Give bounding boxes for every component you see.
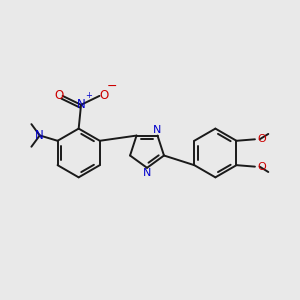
Text: N: N [153, 125, 162, 135]
Text: O: O [257, 134, 266, 144]
Text: O: O [257, 162, 266, 172]
Text: N: N [143, 168, 151, 178]
Text: O: O [99, 89, 108, 102]
Text: N: N [77, 98, 85, 111]
Text: O: O [54, 89, 64, 102]
Text: +: + [85, 92, 92, 100]
Text: N: N [35, 129, 44, 142]
Text: −: − [107, 80, 118, 93]
